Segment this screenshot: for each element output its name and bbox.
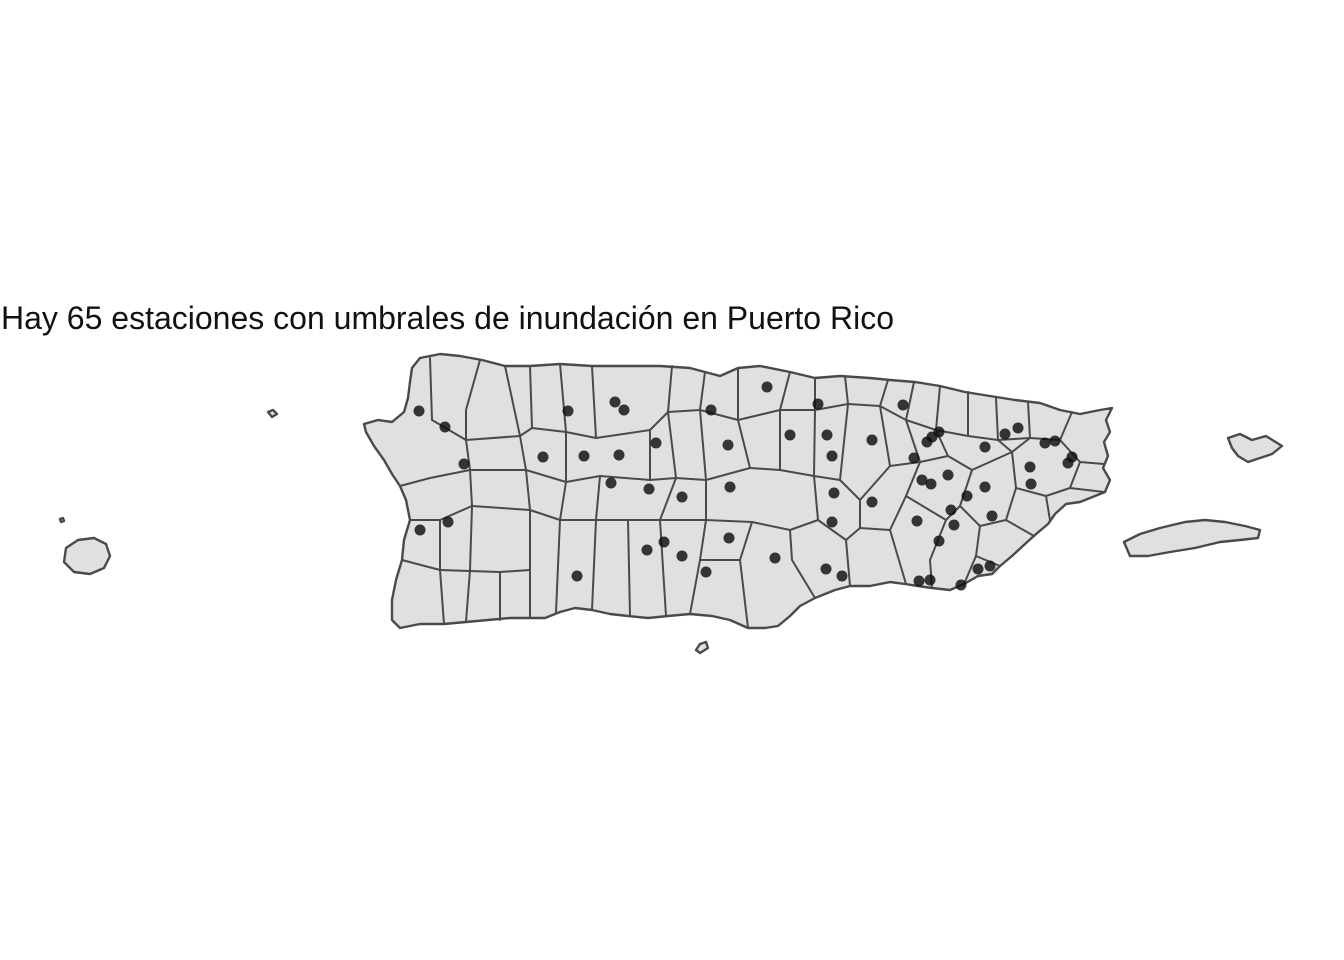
station-point [866,496,878,508]
station-point [908,452,920,464]
station-point [984,560,996,572]
monito-island [266,408,279,419]
station-point [916,474,928,486]
station-point [705,404,717,416]
station-point [933,535,945,547]
station-point [562,405,574,417]
station-point [605,477,617,489]
station-point [442,516,454,528]
station-point [955,579,967,591]
station-point [609,396,621,408]
station-point [413,405,425,417]
station-point [643,483,655,495]
station-point [897,399,909,411]
station-point [1039,437,1051,449]
municipio-boundaries [399,357,1105,629]
station-point [458,458,470,470]
station-point [439,421,451,433]
mona-island [62,536,112,576]
station-point [961,490,973,502]
station-point [972,563,984,575]
station-point [1025,478,1037,490]
vieques-island [1122,518,1262,558]
station-point [650,437,662,449]
station-point [820,563,832,575]
station-point [414,524,426,536]
station-point [613,449,625,461]
station-point [826,450,838,462]
station-point [812,398,824,410]
station-point [578,450,590,462]
station-point [911,515,923,527]
station-point [925,478,937,490]
station-point [933,426,945,438]
station-point [769,552,781,564]
station-point [836,570,848,582]
main-island [362,352,1114,630]
caja-de-muertos [694,640,710,655]
station-point [700,566,712,578]
station-point [948,519,960,531]
station-point [658,536,670,548]
culebra-island [1226,432,1284,464]
station-point [724,481,736,493]
station-point [979,441,991,453]
desecheo-dot [58,516,66,524]
station-point [571,570,583,582]
station-point [828,487,840,499]
station-point [826,516,838,528]
station-point [924,574,936,586]
station-point [722,439,734,451]
station-point [866,434,878,446]
station-point [723,532,735,544]
station-point [1012,422,1024,434]
station-point [999,428,1011,440]
station-point [761,381,773,393]
map-title: Hay 65 estaciones con umbrales de inunda… [1,300,894,336]
station-point [1024,461,1036,473]
station-point [1049,435,1061,447]
station-point [913,575,925,587]
station-point [676,550,688,562]
stations-layer [413,381,1078,591]
station-point [986,510,998,522]
station-point [618,404,630,416]
station-point [942,469,954,481]
station-point [641,544,653,556]
station-point [821,429,833,441]
station-point [979,481,991,493]
station-point [1066,451,1078,463]
station-point [945,504,957,516]
station-point [784,429,796,441]
station-point [676,491,688,503]
station-point [537,451,549,463]
